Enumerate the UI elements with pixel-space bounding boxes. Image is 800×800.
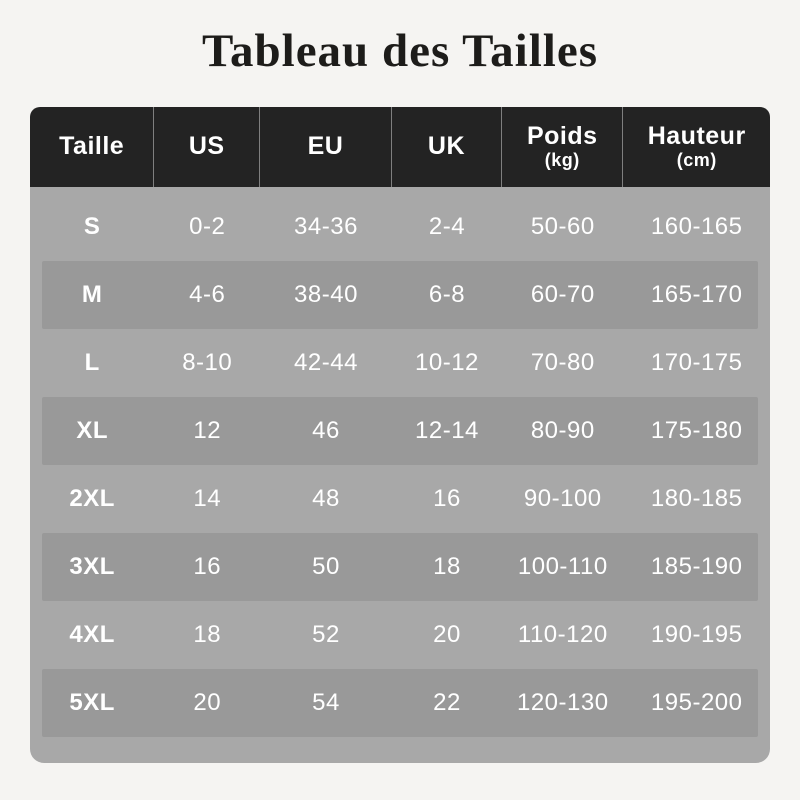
column-header-uk: UK xyxy=(392,107,503,188)
cell-poids: 110-120 xyxy=(517,621,608,649)
cell-us: 14 xyxy=(193,485,222,513)
cell-poids: 90-100 xyxy=(523,485,602,513)
cell-hauteur: 165-170 xyxy=(650,281,743,309)
cell-poids: 120-130 xyxy=(516,689,609,717)
column-header-us: US xyxy=(154,107,261,188)
cell-taille: L xyxy=(84,349,100,377)
column-header-label: Poids xyxy=(526,122,598,151)
cell-us: 20 xyxy=(193,689,222,717)
cell-uk: 12-14 xyxy=(415,417,479,445)
cell-taille: 5XL xyxy=(69,689,115,717)
column-header-label: UK xyxy=(427,132,466,161)
cell-eu: 38-40 xyxy=(294,281,358,309)
table-row-xl: XL 12 46 12-14 80-90 175-180 xyxy=(30,397,770,466)
cell-eu: 52 xyxy=(312,621,340,649)
cell-poids: 80-90 xyxy=(530,417,595,445)
column-header-unit: (kg) xyxy=(544,149,580,170)
table-row-2xl: 2XL 14 48 16 90-100 180-185 xyxy=(30,465,770,533)
table-row-5xl: 5XL 20 54 22 120-130 195-200 xyxy=(30,669,770,738)
cell-us: 0-2 xyxy=(189,213,226,241)
cell-poids: 60-70 xyxy=(530,281,595,309)
column-header-taille: Taille xyxy=(30,107,155,188)
cell-us: 4-6 xyxy=(189,281,226,309)
cell-taille: S xyxy=(83,213,101,241)
cell-poids: 70-80 xyxy=(530,349,595,377)
cell-taille: M xyxy=(81,281,103,309)
cell-uk: 6-8 xyxy=(428,281,466,309)
cell-uk: 18 xyxy=(433,553,461,581)
table-row-4xl: 4XL 18 52 20 110-120 190-195 xyxy=(30,601,770,669)
column-header-poids: Poids (kg) xyxy=(502,107,624,188)
size-chart-table: Taille US EU UK Poids (kg) Hauteur (cm) … xyxy=(30,107,770,764)
column-header-hauteur: Hauteur (cm) xyxy=(623,107,770,187)
cell-taille: 3XL xyxy=(69,553,115,581)
cell-us: 8-10 xyxy=(182,349,233,377)
cell-taille: 4XL xyxy=(69,621,115,649)
cell-eu: 34-36 xyxy=(294,213,358,241)
cell-hauteur: 180-185 xyxy=(650,485,743,513)
page-title: Tableau des Tailles xyxy=(201,25,599,77)
cell-uk: 20 xyxy=(433,621,461,649)
cell-uk: 22 xyxy=(433,689,461,717)
table-row-l: L 8-10 42-44 10-12 70-80 170-175 xyxy=(30,329,770,397)
table-header-row: Taille US EU UK Poids (kg) Hauteur (cm) xyxy=(30,107,770,188)
table-row-3xl: 3XL 16 50 18 100-110 185-190 xyxy=(30,533,770,602)
cell-poids: 100-110 xyxy=(517,553,608,581)
cell-us: 12 xyxy=(193,417,222,445)
cell-eu: 54 xyxy=(312,689,340,717)
cell-poids: 50-60 xyxy=(530,213,595,241)
cell-hauteur: 175-180 xyxy=(650,417,743,445)
table-body: S 0-2 34-36 2-4 50-60 160-165 M 4-6 38-4… xyxy=(30,187,770,764)
table-row-s: S 0-2 34-36 2-4 50-60 160-165 xyxy=(30,193,770,261)
cell-hauteur: 195-200 xyxy=(650,689,743,717)
column-header-label: Hauteur xyxy=(647,122,746,151)
column-header-label: Taille xyxy=(59,132,125,161)
cell-eu: 48 xyxy=(312,485,340,513)
cell-uk: 16 xyxy=(433,485,461,513)
cell-us: 16 xyxy=(193,553,222,581)
cell-eu: 46 xyxy=(312,417,340,445)
cell-us: 18 xyxy=(193,621,222,649)
cell-uk: 2-4 xyxy=(428,213,466,241)
cell-hauteur: 185-190 xyxy=(650,553,743,581)
cell-hauteur: 190-195 xyxy=(650,621,743,649)
column-header-label: EU xyxy=(307,132,344,161)
cell-uk: 10-12 xyxy=(415,349,479,377)
column-header-label: US xyxy=(188,132,225,161)
cell-eu: 50 xyxy=(312,553,340,581)
cell-hauteur: 160-165 xyxy=(650,213,743,241)
column-header-unit: (cm) xyxy=(676,149,717,170)
cell-taille: XL xyxy=(76,417,108,445)
table-row-m: M 4-6 38-40 6-8 60-70 165-170 xyxy=(30,261,770,330)
cell-hauteur: 170-175 xyxy=(650,349,743,377)
cell-eu: 42-44 xyxy=(294,349,358,377)
cell-taille: 2XL xyxy=(69,485,115,513)
column-header-eu: EU xyxy=(260,107,392,188)
